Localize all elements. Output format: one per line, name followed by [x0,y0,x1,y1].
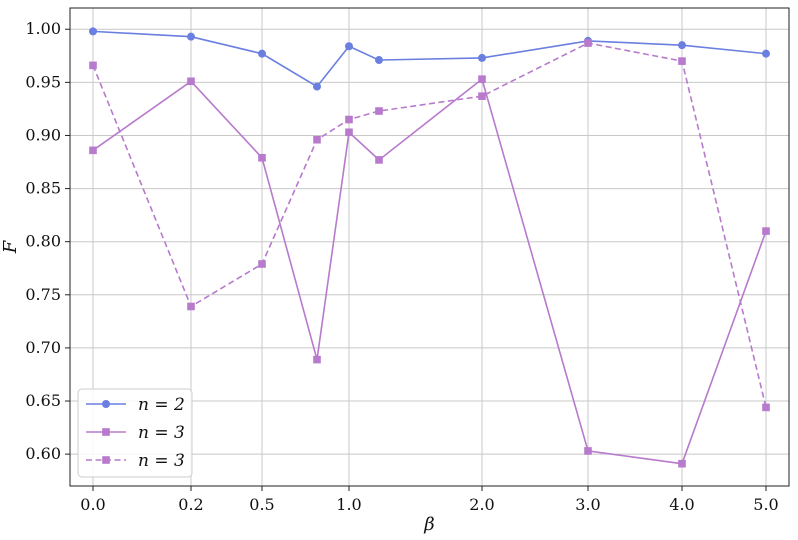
y-tick-label: 0.80 [25,232,61,251]
series-2-point [313,355,321,364]
series-1-point [375,56,383,65]
series-3-point [762,403,770,412]
x-tick-label: 2.0 [469,495,494,514]
y-tick-label: 0.60 [25,444,61,463]
x-tick-label: 0.0 [80,495,105,514]
y-axis-label: F [0,239,21,254]
legend-entry-label: n = 2 [138,395,185,415]
series-1-point [313,82,321,91]
series-1 [89,27,770,91]
x-tick-label: 1.0 [336,495,361,514]
y-tick-label: 0.90 [25,125,61,144]
y-tick-label: 0.85 [25,179,61,198]
series-3-point [678,57,686,65]
x-tick-label: 0.2 [178,495,203,514]
series-2-point [584,447,592,455]
series-2 [89,75,770,468]
series-3-line [92,42,767,408]
series-3-point [89,61,97,70]
series-3-point [478,92,486,100]
series-3-point [345,115,353,124]
x-tick-label: 5.0 [753,495,778,514]
series-2-point [375,156,383,164]
x-tick-label: 0.5 [249,495,274,514]
series-2-point [478,75,486,83]
series-3-point [258,260,266,268]
legend-entry-label: n = 3 [138,451,185,471]
series-1-point [678,41,686,50]
series-1-point [258,49,266,58]
series-3-point [584,39,592,47]
series-2-point [89,146,97,155]
x-axis-label: β [423,514,434,535]
y-tick-label: 0.70 [25,338,61,357]
series-2-point [678,459,686,468]
series-1-point [187,32,195,41]
series-2-point [345,128,353,137]
legend-marker [102,456,110,464]
plot-frame [69,7,790,487]
series-2-point [187,77,195,86]
series-1-line [92,30,767,88]
y-tick-label: 0.95 [25,72,61,91]
grid [70,8,789,486]
y-tick-label: 1.00 [25,19,61,38]
series-3-point [187,302,195,311]
y-tick-label: 0.65 [25,391,61,410]
legend-entry-label: n = 3 [138,423,185,443]
data-series [89,27,770,468]
series-1-point [89,27,97,36]
legend: n = 2 n = 3 n = 3 [77,388,193,478]
series-1-point [762,49,770,58]
x-tick-label: 4.0 [669,495,694,514]
series-2-point [258,153,266,162]
series-2-line [92,77,767,465]
series-3-point [375,107,383,115]
series-3-point [313,135,321,144]
legend-marker [102,400,110,408]
legend-box [77,388,193,478]
legend-marker [102,428,110,436]
series-2-point [762,227,770,235]
series-1-point [478,53,486,62]
y-tick-label: 0.75 [25,285,61,304]
x-tick-label: 3.0 [575,495,600,514]
series-3 [89,39,770,412]
axis-ticks: 0.0 0.2 0.5 1.0 2.0 3.0 4.0 5.0 0.60 0.65 0.70 0.75… [25,19,778,514]
series-1-point [345,42,353,51]
